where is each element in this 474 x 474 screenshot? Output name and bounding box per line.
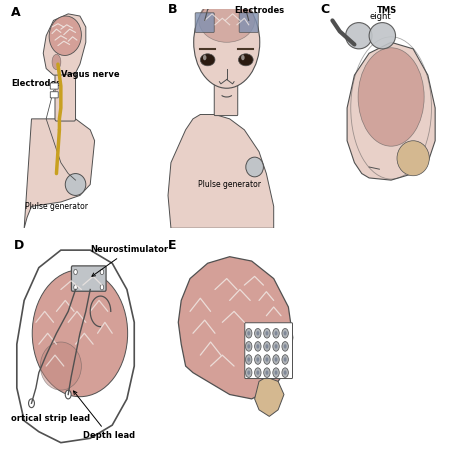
Circle shape [264,328,270,338]
FancyBboxPatch shape [55,69,75,121]
Text: Electrodes: Electrodes [234,6,284,15]
Text: Vagus nerve: Vagus nerve [61,70,119,79]
Circle shape [283,371,287,375]
Text: B: B [168,3,177,16]
Ellipse shape [40,342,82,390]
FancyBboxPatch shape [239,13,258,32]
Circle shape [74,269,77,274]
Polygon shape [168,115,273,228]
Circle shape [273,342,279,351]
Ellipse shape [52,55,61,70]
Ellipse shape [369,23,395,49]
Circle shape [28,399,35,408]
Circle shape [274,357,277,362]
Ellipse shape [346,23,372,49]
Circle shape [256,344,259,348]
Circle shape [100,269,104,274]
Text: E: E [168,239,176,252]
Circle shape [247,331,250,336]
Text: D: D [14,239,24,252]
FancyBboxPatch shape [72,266,106,291]
FancyBboxPatch shape [50,92,58,98]
Ellipse shape [358,48,424,146]
Circle shape [246,342,252,351]
Circle shape [241,55,245,60]
Circle shape [265,344,268,348]
Circle shape [273,328,279,338]
Ellipse shape [238,54,253,66]
Circle shape [255,328,261,338]
Text: eight: eight [369,12,391,21]
Circle shape [273,368,279,377]
Circle shape [74,285,77,290]
Circle shape [282,328,288,338]
Text: Neurostimulator: Neurostimulator [90,246,168,276]
Circle shape [264,368,270,377]
Ellipse shape [194,0,260,88]
FancyBboxPatch shape [195,13,214,32]
Polygon shape [347,42,435,180]
Ellipse shape [201,54,215,66]
Polygon shape [24,119,95,228]
Circle shape [282,368,288,377]
Polygon shape [178,257,293,399]
Circle shape [203,55,207,60]
Ellipse shape [65,173,86,195]
Circle shape [255,342,261,351]
Ellipse shape [49,16,82,55]
Polygon shape [255,377,284,416]
Circle shape [256,331,259,336]
Circle shape [274,344,277,348]
Circle shape [100,285,104,290]
Text: A: A [11,6,20,19]
Circle shape [282,342,288,351]
Text: TMS: TMS [376,6,397,15]
Circle shape [246,328,252,338]
FancyBboxPatch shape [245,323,292,379]
FancyBboxPatch shape [214,74,238,116]
Circle shape [265,357,268,362]
Circle shape [255,368,261,377]
Circle shape [246,355,252,365]
Circle shape [65,390,71,399]
Circle shape [283,331,287,336]
Circle shape [265,331,268,336]
Circle shape [283,357,287,362]
Circle shape [256,357,259,362]
Circle shape [274,331,277,336]
FancyBboxPatch shape [219,0,235,6]
Text: ortical strip lead: ortical strip lead [11,414,90,423]
Circle shape [265,371,268,375]
Circle shape [246,368,252,377]
Text: Plulse generator: Plulse generator [198,180,261,189]
Polygon shape [43,14,86,75]
Circle shape [264,342,270,351]
Text: C: C [321,3,330,16]
Circle shape [283,344,287,348]
Circle shape [274,371,277,375]
Text: Plulse generator: Plulse generator [25,201,88,210]
Text: Electrodes: Electrodes [11,79,61,88]
Ellipse shape [246,157,264,177]
Ellipse shape [32,270,128,397]
Circle shape [247,357,250,362]
Circle shape [273,355,279,365]
Circle shape [247,344,250,348]
Circle shape [282,355,288,365]
Circle shape [256,371,259,375]
FancyBboxPatch shape [50,83,58,89]
Circle shape [264,355,270,365]
Text: Depth lead: Depth lead [73,391,135,440]
Circle shape [247,371,250,375]
Ellipse shape [397,141,429,176]
Ellipse shape [199,0,255,42]
Circle shape [255,355,261,365]
